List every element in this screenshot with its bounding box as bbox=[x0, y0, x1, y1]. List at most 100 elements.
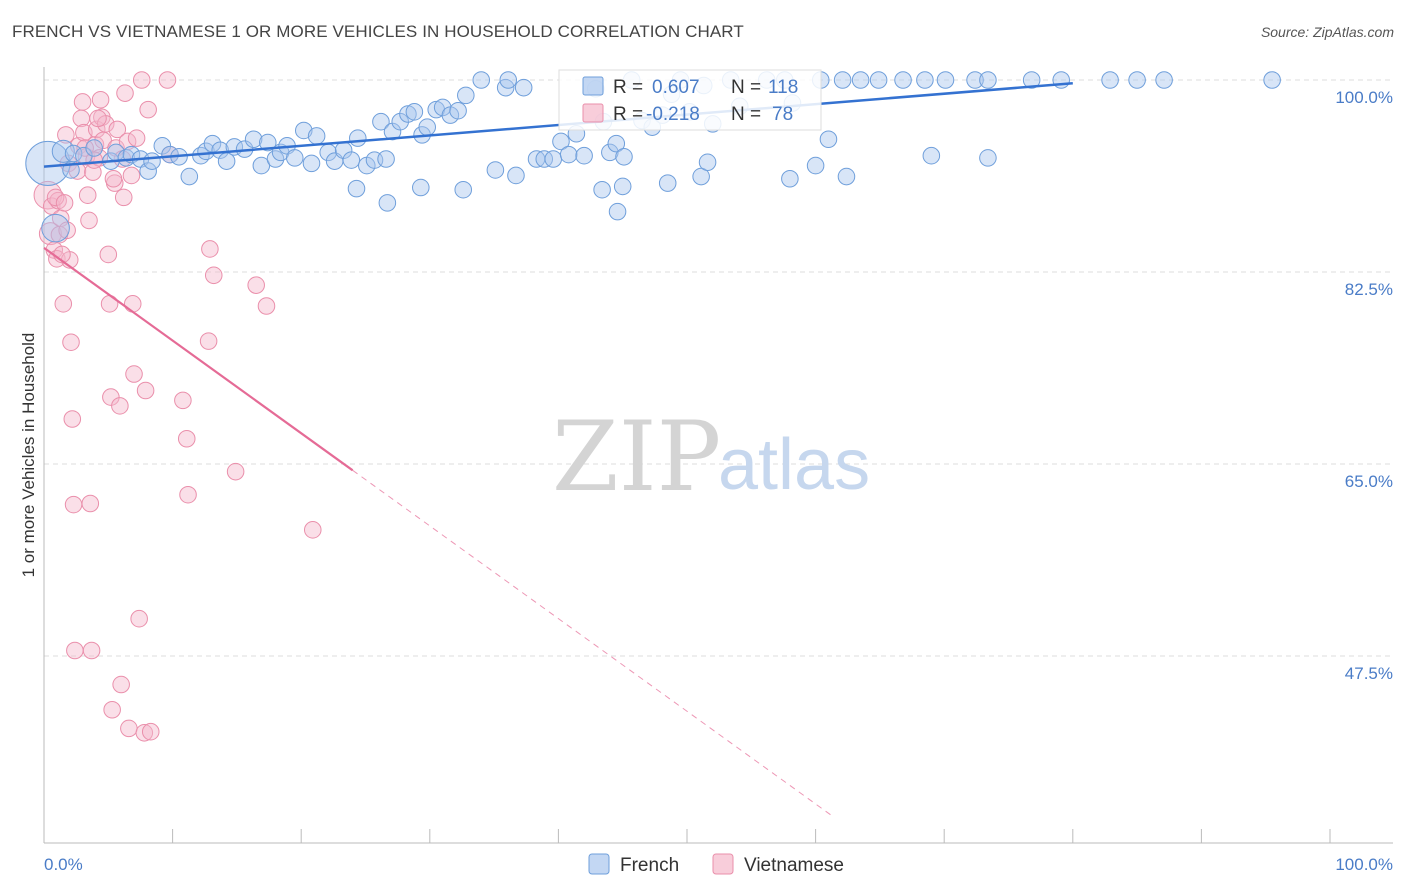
french-point bbox=[244, 130, 263, 149]
french-trend-line bbox=[43, 82, 1073, 168]
vietnamese-point bbox=[66, 641, 84, 660]
vietnamese-point bbox=[112, 675, 130, 694]
vietnamese-point bbox=[204, 266, 223, 285]
french-point bbox=[377, 150, 395, 168]
french-point bbox=[894, 71, 912, 89]
french-point bbox=[692, 167, 710, 186]
french-point bbox=[615, 148, 633, 166]
french-point bbox=[399, 105, 417, 123]
french-point bbox=[922, 146, 941, 165]
french-point bbox=[1101, 71, 1119, 89]
vietnamese-point bbox=[111, 397, 129, 415]
french-point bbox=[601, 143, 619, 162]
french-point bbox=[535, 150, 554, 168]
vietnamese-point bbox=[99, 245, 118, 264]
vietnamese-point bbox=[257, 297, 276, 315]
french-point bbox=[418, 118, 437, 136]
vietnamese-point bbox=[247, 276, 265, 294]
vietnamese-point bbox=[139, 100, 157, 119]
vietnamese-point bbox=[78, 186, 97, 204]
vietnamese-point bbox=[132, 71, 151, 89]
y-axis-label: 1 or more Vehicles in Household bbox=[19, 333, 38, 578]
vietnamese-point bbox=[136, 381, 155, 400]
french-point bbox=[966, 71, 984, 89]
french-point bbox=[575, 146, 593, 165]
french-point bbox=[454, 180, 473, 199]
bottom-legend-vietnamese: Vietnamese bbox=[744, 855, 844, 876]
vietnamese-point bbox=[80, 211, 98, 230]
vietnamese-point bbox=[108, 120, 127, 139]
vietnamese-point bbox=[226, 462, 245, 481]
vietnamese-point bbox=[116, 84, 134, 102]
watermark: ZIP atlas bbox=[552, 401, 870, 513]
vietnamese-point bbox=[63, 410, 82, 428]
vietnamese-point bbox=[130, 609, 148, 628]
vietnamese-point bbox=[120, 719, 138, 738]
chart-title: FRENCH VS VIETNAMESE 1 OR MORE VEHICLES … bbox=[12, 22, 744, 41]
french-point bbox=[658, 174, 677, 192]
y-tick-label: 100.0% bbox=[1335, 88, 1393, 107]
vietnamese-point bbox=[177, 429, 196, 448]
vietnamese-point bbox=[104, 169, 123, 188]
vietnamese-point bbox=[303, 521, 322, 539]
x-tick-label-min: 0.0% bbox=[44, 855, 83, 874]
y-tick-labels: 100.0% 82.5% 65.0% 47.5% bbox=[1335, 88, 1393, 683]
watermark-zip: ZIP bbox=[552, 401, 721, 513]
x-tick-label-max: 100.0% bbox=[1335, 855, 1393, 874]
legend-swatch-vietnamese bbox=[582, 103, 604, 123]
french-point bbox=[936, 71, 955, 89]
vietnamese-point bbox=[114, 188, 133, 207]
vietnamese-point bbox=[49, 191, 67, 210]
french-point bbox=[514, 78, 533, 97]
french-point bbox=[916, 71, 934, 89]
french-point bbox=[979, 71, 997, 89]
french-point bbox=[544, 150, 563, 168]
french-point bbox=[117, 149, 136, 167]
y-tick-label: 82.5% bbox=[1345, 280, 1393, 299]
french-point bbox=[979, 149, 997, 167]
french-point bbox=[180, 167, 199, 186]
legend-french-n-value: 118 bbox=[768, 77, 798, 98]
series-legend: French Vietnamese bbox=[588, 853, 844, 876]
vietnamese-point bbox=[135, 724, 154, 742]
series-vietnamese bbox=[33, 71, 322, 742]
vietnamese-point bbox=[64, 495, 83, 514]
vietnamese-point bbox=[199, 332, 218, 350]
vietnamese-point bbox=[103, 700, 121, 719]
french-point bbox=[833, 71, 852, 89]
vietnamese-point bbox=[62, 333, 80, 351]
french-point bbox=[781, 169, 799, 188]
vietnamese-point bbox=[201, 240, 219, 258]
vietnamese-point bbox=[72, 109, 91, 128]
french-point bbox=[613, 177, 632, 196]
legend-viet-n-value: 78 bbox=[772, 104, 793, 125]
french-point bbox=[285, 149, 304, 167]
french-point bbox=[307, 127, 326, 145]
french-point bbox=[698, 153, 717, 172]
vietnamese-point bbox=[158, 71, 177, 89]
vietnamese-point bbox=[91, 90, 110, 109]
french-point bbox=[391, 112, 409, 131]
vietnamese-point bbox=[174, 391, 192, 410]
bottom-legend-swatch-french bbox=[588, 853, 610, 875]
vietnamese-point bbox=[54, 295, 73, 313]
french-point bbox=[302, 154, 321, 173]
french-point bbox=[486, 161, 505, 179]
french-point bbox=[85, 139, 103, 157]
legend-french-n-label: N = bbox=[731, 77, 761, 98]
french-point bbox=[347, 179, 366, 198]
french-point bbox=[378, 194, 397, 212]
trend-lines bbox=[43, 82, 1073, 816]
y-tick-label: 65.0% bbox=[1345, 472, 1393, 491]
french-point bbox=[449, 101, 467, 120]
vietnamese-point bbox=[81, 494, 100, 513]
french-point bbox=[457, 86, 475, 105]
legend-viet-r-value: -0.218 bbox=[646, 104, 700, 125]
vietnamese-point bbox=[125, 365, 143, 383]
legend-french-r-value: 0.607 bbox=[652, 77, 700, 98]
french-point bbox=[869, 71, 888, 89]
french-point bbox=[472, 71, 491, 89]
x-axis-ticks bbox=[43, 829, 1331, 843]
vietnamese-point bbox=[122, 166, 141, 185]
vietnamese-point bbox=[55, 194, 74, 212]
